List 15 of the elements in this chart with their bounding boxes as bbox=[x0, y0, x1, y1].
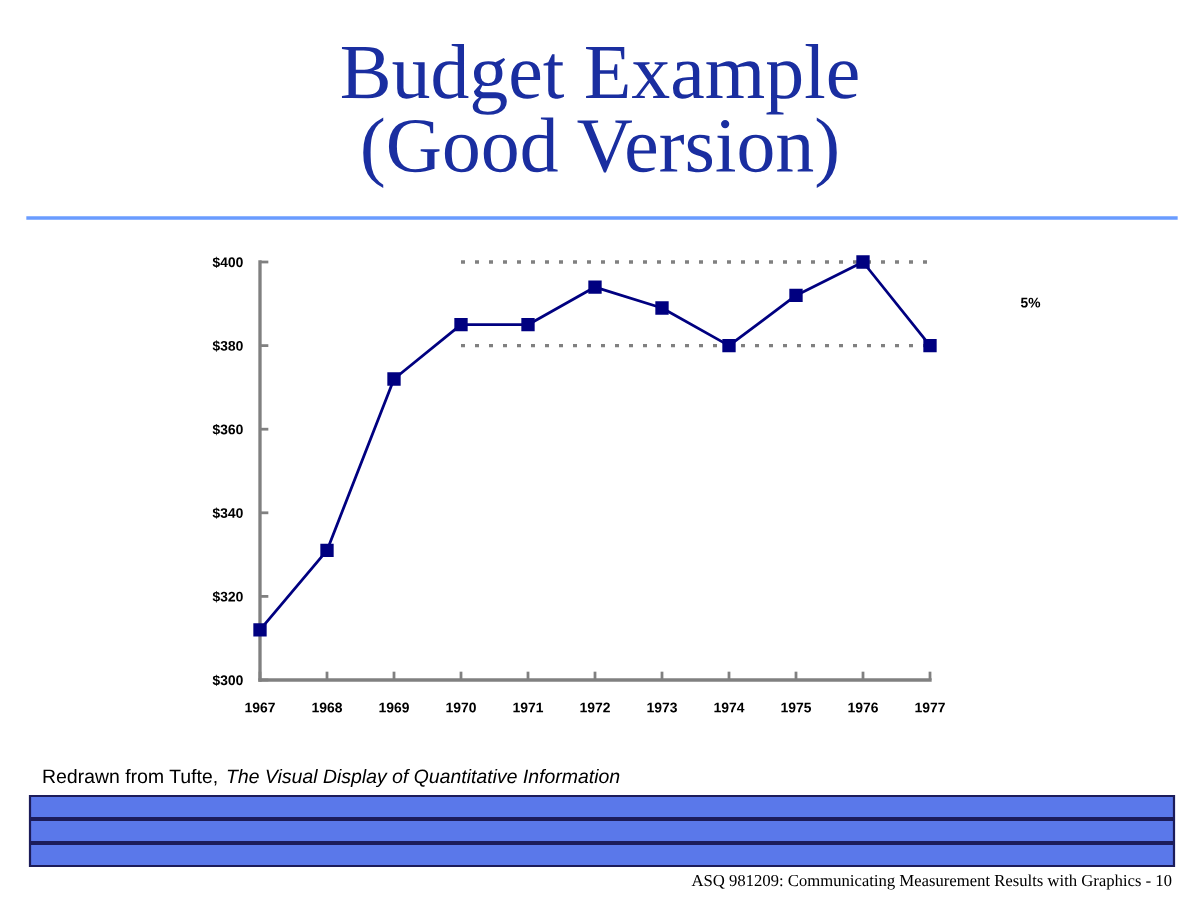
point bbox=[856, 255, 870, 269]
point bbox=[320, 543, 334, 558]
chart-title: Budget Example (Good Version) bbox=[341, 44, 858, 188]
text: The Visual Display of Quantitative Information bbox=[227, 768, 620, 788]
point bbox=[588, 280, 602, 294]
point bbox=[521, 318, 535, 332]
point bbox=[923, 338, 937, 353]
point bbox=[454, 318, 468, 332]
point bbox=[655, 301, 669, 315]
text: Redrawn from Tufte, bbox=[43, 768, 217, 786]
point bbox=[722, 338, 736, 353]
point bbox=[253, 623, 267, 637]
point bbox=[789, 288, 803, 303]
text: ASQ 981209: Communicating Measurement Results with Graphics - 10 bbox=[691, 874, 1172, 890]
point bbox=[387, 372, 401, 386]
